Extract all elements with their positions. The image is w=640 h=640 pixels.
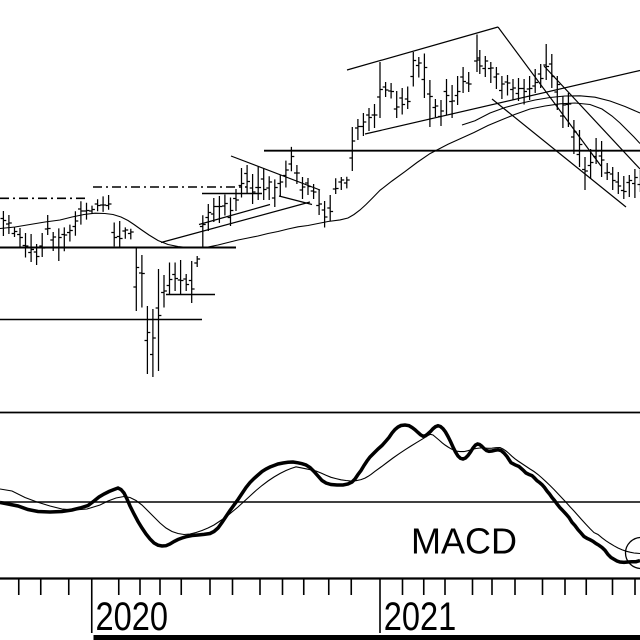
svg-text:MACD: MACD [411,521,517,562]
svg-text:2021: 2021 [384,595,457,639]
svg-text:2020: 2020 [96,595,169,639]
